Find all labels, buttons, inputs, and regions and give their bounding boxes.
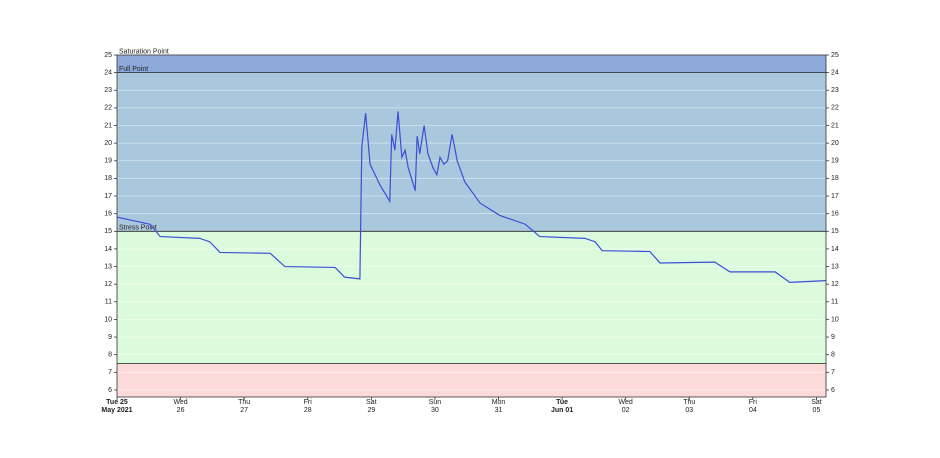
- y2-tick-label: 17: [831, 193, 839, 200]
- y2-tick-label: 22: [831, 105, 839, 112]
- data-line: [116, 111, 827, 284]
- y2-tick-label: 18: [831, 175, 839, 182]
- y-tick-label: 12: [104, 281, 112, 288]
- y2-tick-label: 6: [831, 387, 835, 394]
- y2-tick-label: 14: [831, 246, 839, 253]
- band: [117, 72, 826, 232]
- x-tick-label: Fri 04: [748, 399, 757, 414]
- y2-tick-label: 16: [831, 211, 839, 218]
- y2-tick-label: 9: [831, 334, 835, 341]
- y2-tick-label: 15: [831, 228, 839, 235]
- y-tick-label: 21: [104, 122, 112, 129]
- x-tick-label: Wed 02: [618, 399, 633, 414]
- x-tick-label: Thu 27: [238, 399, 251, 414]
- y-tick-label: 9: [108, 334, 112, 341]
- y2-tick-label: 7: [831, 369, 835, 376]
- band-label: Saturation Point: [119, 48, 169, 55]
- y-tick-label: 15: [104, 228, 112, 235]
- x-tick-label: Fri 28: [303, 399, 312, 414]
- y2-tick-label: 20: [831, 140, 839, 147]
- y-tick-label: 10: [104, 316, 112, 323]
- y2-tick-label: 13: [831, 263, 839, 270]
- x-tick-label: Mon 31: [491, 399, 506, 414]
- x-tick-label: Tue 25 May 2021: [101, 399, 133, 414]
- y2-tick-label: 10: [831, 316, 839, 323]
- band: [117, 363, 826, 397]
- y2-tick-label: 23: [831, 87, 839, 94]
- y-tick-label: 22: [104, 105, 112, 112]
- x-tick-label: Thu 03: [683, 399, 696, 414]
- x-tick-label: Wed 26: [173, 399, 188, 414]
- x-tick-label: Tue Jun 01: [551, 399, 574, 414]
- y2-tick-label: 11: [831, 299, 838, 306]
- y-tick-label: 17: [104, 193, 112, 200]
- x-tick-label: Sat 29: [366, 399, 377, 414]
- y2-tick-label: 19: [831, 158, 839, 165]
- y-tick-label: 16: [104, 211, 112, 218]
- y-tick-label: 25: [104, 52, 112, 59]
- y-tick-label: 8: [108, 352, 112, 359]
- y2-tick-label: 25: [831, 52, 839, 59]
- y-tick-label: 18: [104, 175, 112, 182]
- y2-tick-label: 21: [831, 122, 839, 129]
- y2-tick-label: 24: [831, 69, 839, 76]
- band: [117, 55, 826, 73]
- y-tick-label: 13: [104, 263, 112, 270]
- y-tick-label: 20: [104, 140, 112, 147]
- x-tick-label: Sat 05: [811, 399, 822, 414]
- y-tick-label: 19: [104, 158, 112, 165]
- y-tick-label: 6: [108, 387, 112, 394]
- band: [117, 231, 826, 364]
- y-tick-label: 11: [105, 299, 112, 306]
- band-label: Stress Point: [119, 225, 157, 232]
- y2-tick-label: 8: [831, 352, 835, 359]
- x-tick-label: Sun 30: [428, 399, 442, 414]
- y2-tick-label: 12: [831, 281, 839, 288]
- band-label: Full Point: [119, 66, 148, 73]
- y-tick-label: 7: [108, 369, 112, 376]
- y-tick-label: 24: [104, 69, 112, 76]
- y-tick-label: 14: [104, 246, 112, 253]
- y-tick-label: 23: [104, 87, 112, 94]
- plot-frame: [116, 54, 827, 398]
